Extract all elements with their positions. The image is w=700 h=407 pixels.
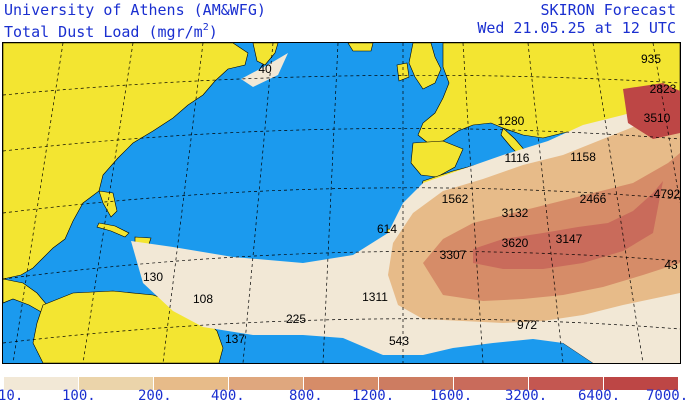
contour-labels: 40 935 2823 3510 1280 1116 1158 4792 2466 1562 313… bbox=[143, 52, 680, 348]
contour-label: 935 bbox=[641, 52, 661, 66]
legend-label: 800. bbox=[289, 388, 323, 404]
dust-load-map: 40 935 2823 3510 1280 1116 1158 4792 2466 1562 313… bbox=[2, 42, 681, 364]
institution-title: University of Athens (AM&WFG) bbox=[4, 1, 266, 19]
legend-swatch bbox=[379, 377, 453, 390]
plume-core bbox=[623, 83, 680, 139]
legend-swatch bbox=[454, 377, 528, 390]
legend-swatch bbox=[229, 377, 303, 390]
valid-time: Wed 21.05.25 at 12 UTC bbox=[477, 19, 676, 37]
contour-label: 1116 bbox=[505, 151, 530, 165]
contour-label: 2466 bbox=[580, 192, 607, 206]
contour-label: 225 bbox=[286, 312, 306, 326]
greenland bbox=[252, 43, 279, 66]
contour-label: 543 bbox=[389, 334, 409, 348]
contour-label: 3147 bbox=[556, 232, 583, 246]
legend-label: 6400. bbox=[578, 388, 621, 404]
product-title-end: ) bbox=[208, 23, 218, 41]
contour-label: 1562 bbox=[442, 192, 469, 206]
legend-label: 100. bbox=[62, 388, 96, 404]
legend-swatch bbox=[4, 377, 78, 390]
legend-label: 7000. bbox=[646, 388, 689, 404]
iceland bbox=[347, 43, 374, 52]
legend-label: 10. bbox=[0, 388, 24, 404]
british-isles bbox=[408, 43, 442, 90]
contour-label: 3620 bbox=[502, 236, 529, 250]
contour-label: 4792 bbox=[654, 187, 680, 201]
product-title-main: Total Dust Load (mgr/m bbox=[4, 23, 203, 41]
ireland bbox=[396, 62, 410, 82]
legend-swatch bbox=[79, 377, 153, 390]
contour-label: 3132 bbox=[502, 206, 529, 220]
contour-label: 137 bbox=[225, 332, 245, 346]
contour-label: 1280 bbox=[498, 114, 525, 128]
contour-label: 3510 bbox=[644, 111, 671, 125]
graticule bbox=[3, 43, 680, 363]
legend-label: 1200. bbox=[352, 388, 395, 404]
contour-label: 972 bbox=[517, 318, 537, 332]
dust-plume bbox=[131, 53, 680, 363]
model-title: SKIRON Forecast bbox=[540, 1, 676, 19]
product-title-superscript: 2 bbox=[202, 22, 209, 33]
contour-label: 614 bbox=[377, 222, 397, 236]
legend-label: 400. bbox=[211, 388, 245, 404]
legend-swatch bbox=[529, 377, 603, 390]
contour-label: 40 bbox=[258, 62, 272, 76]
cuba bbox=[96, 222, 130, 238]
legend-label: 3200. bbox=[505, 388, 548, 404]
map-canvas: 40 935 2823 3510 1280 1116 1158 4792 2466 1562 313… bbox=[3, 43, 680, 363]
legend-label: 200. bbox=[138, 388, 172, 404]
legend-swatch bbox=[304, 377, 378, 390]
legend-swatch bbox=[154, 377, 228, 390]
contour-label: 130 bbox=[143, 270, 163, 284]
contour-label: 1311 bbox=[362, 290, 388, 304]
north-america bbox=[3, 43, 249, 280]
plume-outbreak-north bbox=[241, 53, 288, 87]
contour-label: 108 bbox=[193, 292, 213, 306]
contour-label: 43 bbox=[664, 258, 678, 272]
contour-label: 2823 bbox=[650, 82, 677, 96]
legend-label: 1600. bbox=[430, 388, 473, 404]
contour-label: 1158 bbox=[570, 150, 596, 164]
plume-red bbox=[473, 181, 663, 269]
iberian-peninsula bbox=[410, 140, 464, 178]
legend-swatch bbox=[604, 377, 678, 390]
product-title: Total Dust Load (mgr/m2) bbox=[4, 19, 218, 41]
contour-label: 3307 bbox=[440, 248, 467, 262]
